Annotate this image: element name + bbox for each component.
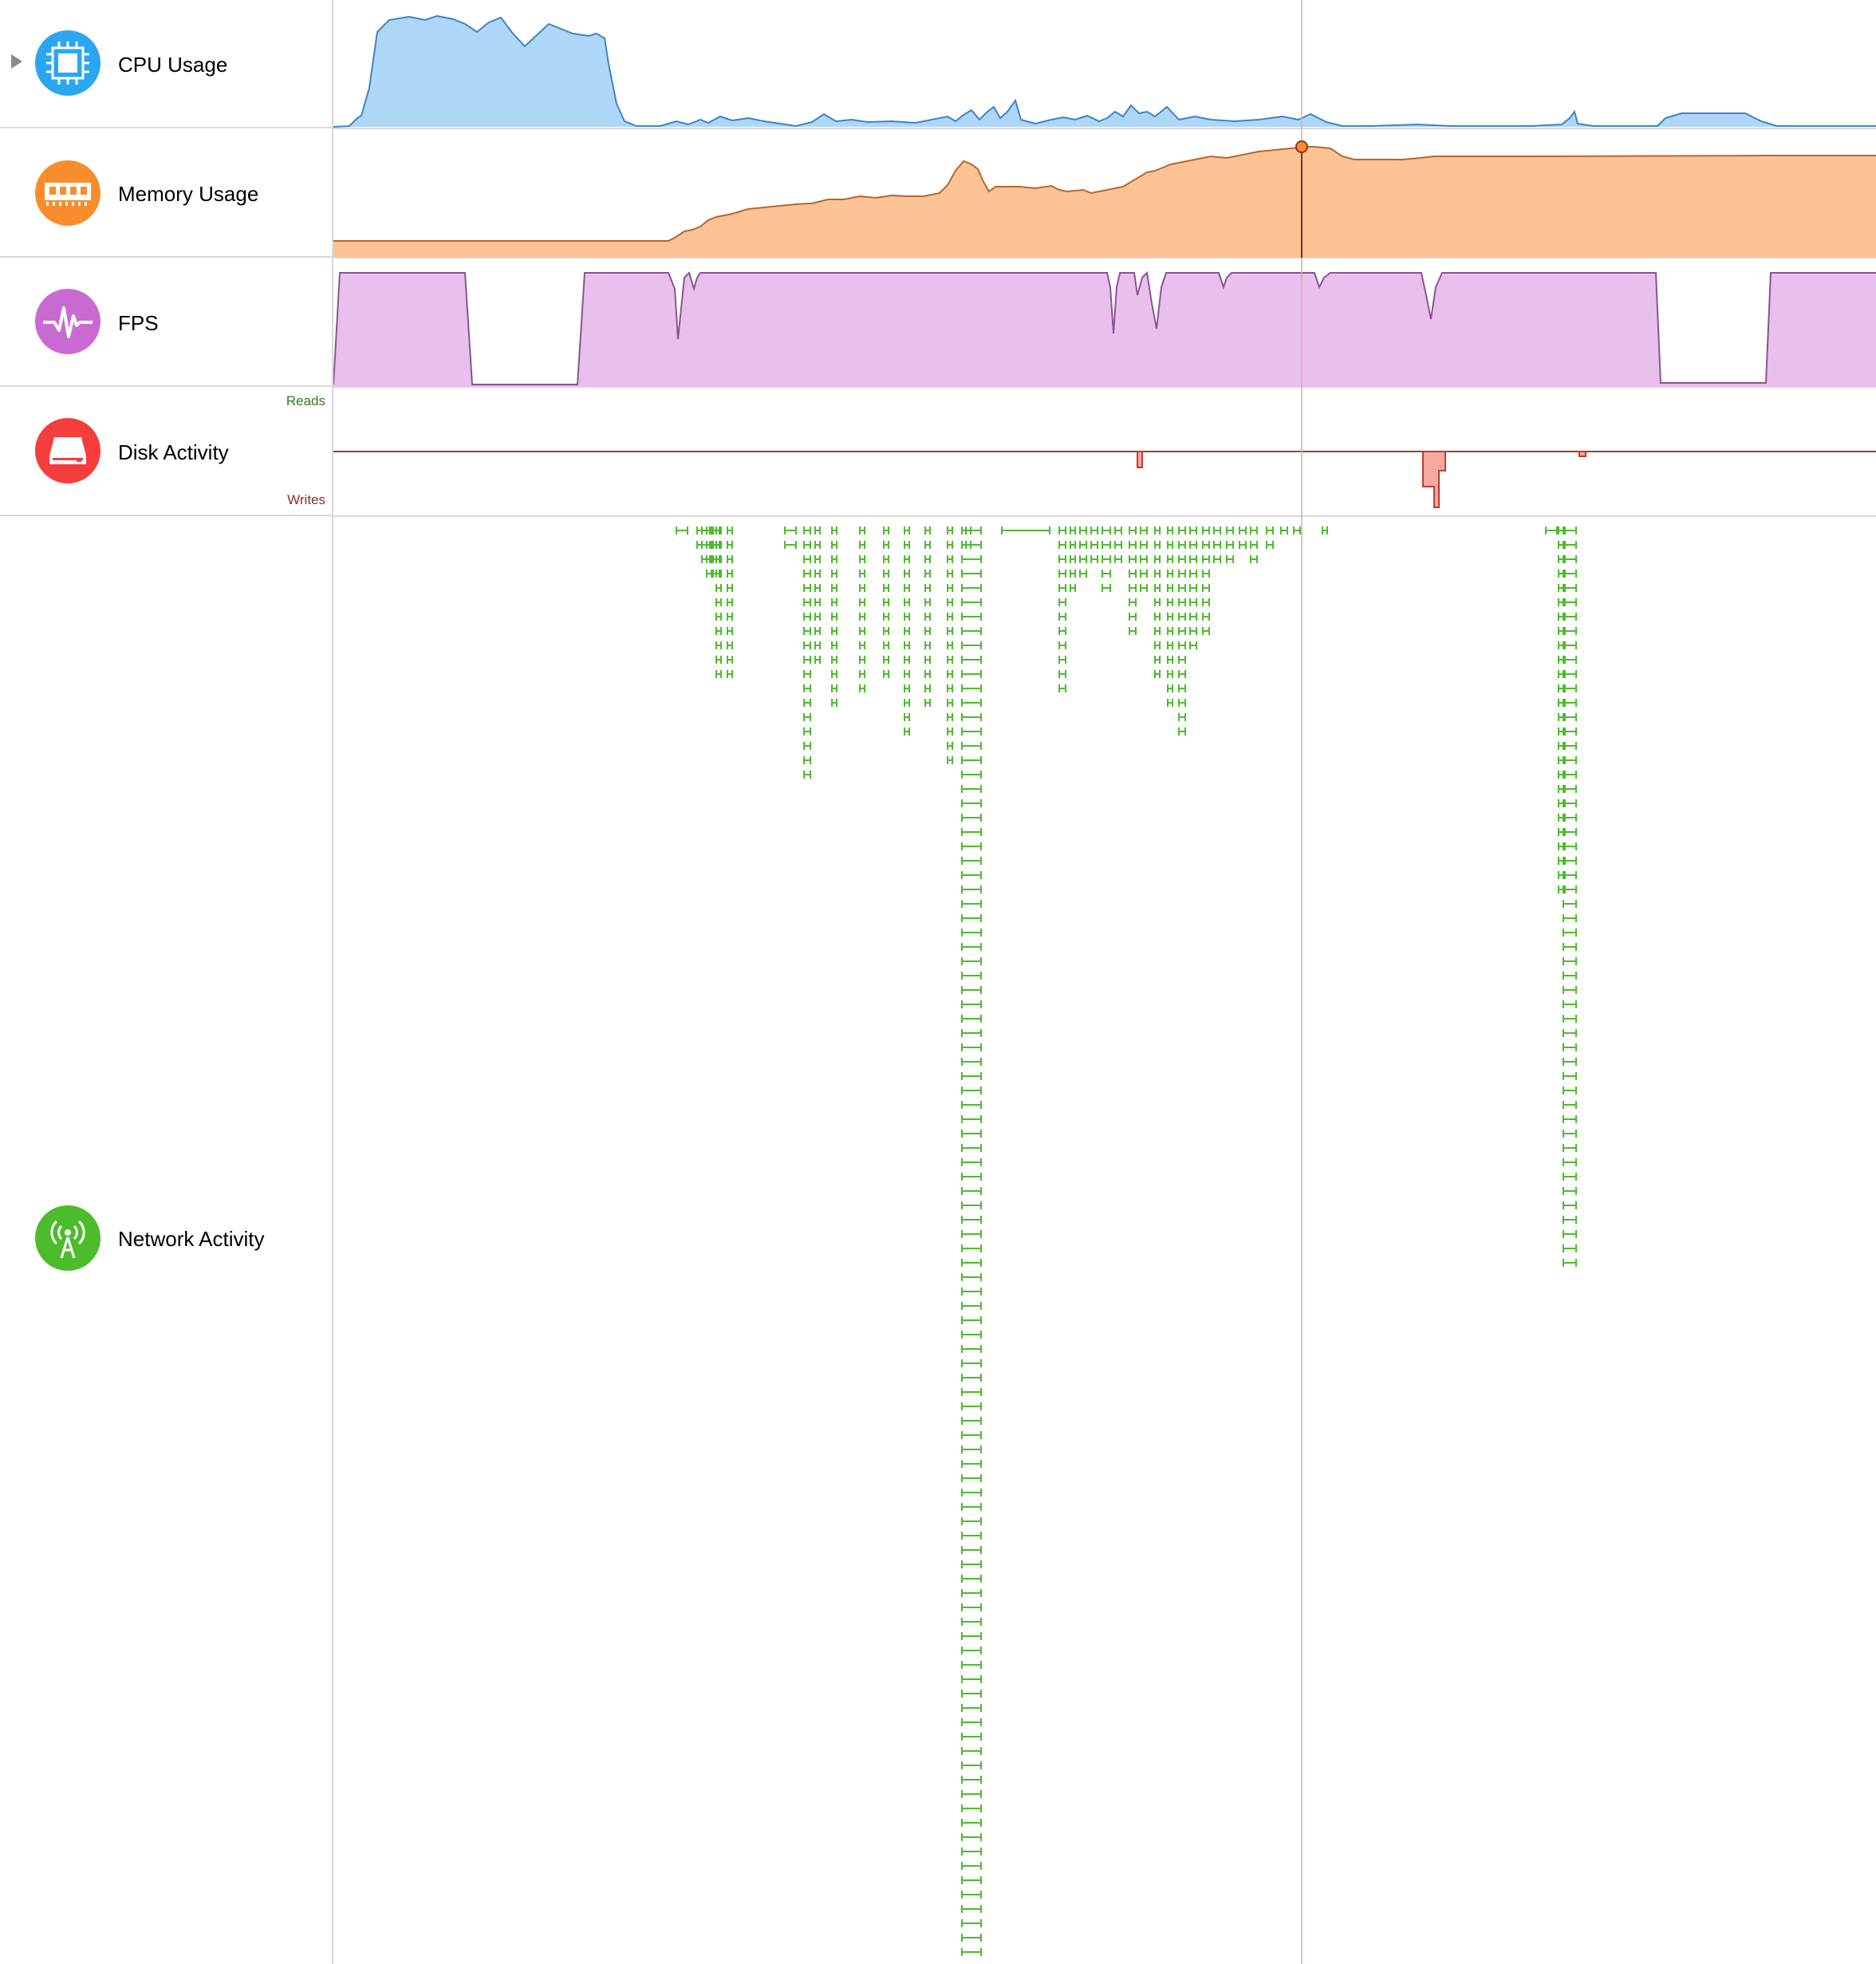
disk-write-spike bbox=[1137, 451, 1143, 468]
memory-usage-graph-fill bbox=[333, 147, 1876, 258]
hard-drive-icon bbox=[35, 418, 100, 483]
track-label-disk: Disk Activity bbox=[118, 440, 229, 464]
disk-write-spike bbox=[1422, 451, 1446, 508]
memory-inspection-point bbox=[1295, 140, 1308, 153]
cpu-usage-graph-fill bbox=[333, 16, 1876, 127]
fps-graph-line bbox=[333, 270, 1876, 385]
track-label-network: Network Activity bbox=[118, 1227, 265, 1251]
timeline-svg bbox=[333, 0, 1876, 1964]
disk-reads-label: Reads bbox=[286, 393, 325, 408]
track-cpu[interactable]: CPU Usage bbox=[0, 0, 333, 128]
antenna-icon bbox=[35, 1205, 100, 1271]
track-label-memory: Memory Usage bbox=[118, 182, 259, 206]
fps-graph-fill bbox=[333, 273, 1876, 387]
track-network[interactable]: Network Activity bbox=[0, 516, 333, 1964]
track-sidebar: CPU Usage Memory Usage FPS Reads bbox=[0, 0, 333, 1964]
track-label-fps: FPS bbox=[118, 311, 159, 335]
track-label-cpu: CPU Usage bbox=[118, 53, 228, 77]
pulse-icon bbox=[35, 289, 100, 354]
disk-writes-label: Writes bbox=[287, 492, 325, 507]
cpu-usage-graph-line bbox=[333, 14, 1876, 128]
track-memory[interactable]: Memory Usage bbox=[0, 128, 333, 258]
disclosure-triangle-icon[interactable] bbox=[11, 54, 22, 69]
disk-write-spike bbox=[1578, 451, 1586, 457]
track-fps[interactable]: FPS bbox=[0, 258, 333, 387]
ram-module-icon bbox=[35, 160, 100, 226]
cpu-chip-icon bbox=[35, 30, 100, 96]
track-disk[interactable]: Reads Disk Activity Writes bbox=[0, 387, 333, 516]
timeline-graphs[interactable] bbox=[333, 0, 1876, 1964]
